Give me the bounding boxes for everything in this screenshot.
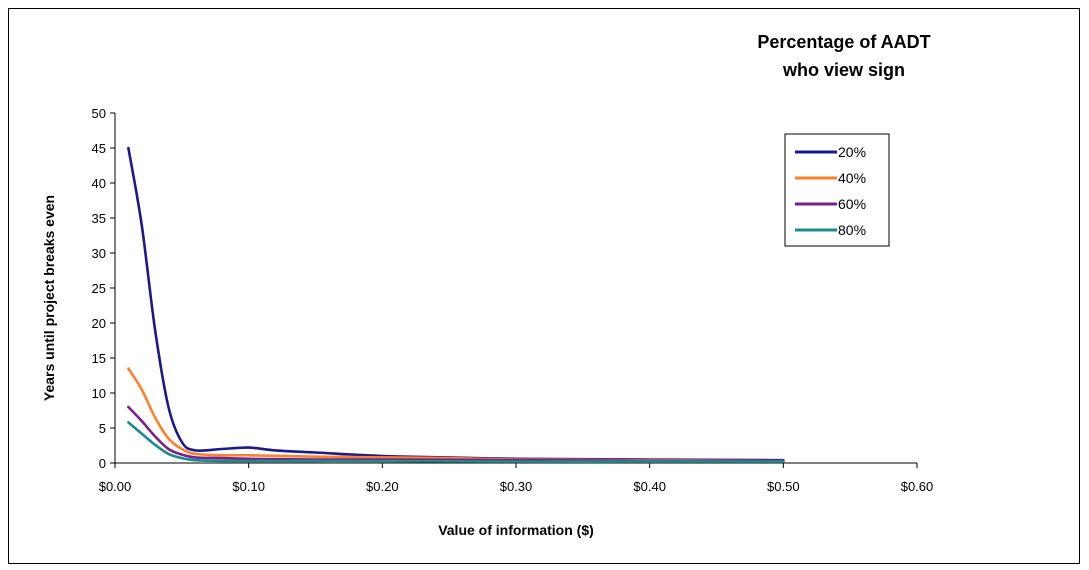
x-tick-label: $0.10 [232, 479, 265, 494]
legend-label: 60% [838, 196, 866, 212]
x-tick-label: $0.20 [366, 479, 399, 494]
axes: 0 5 10 15 20 25 30 35 40 45 50 $0.00 $0.10 $0.20 $0.30… [92, 106, 934, 494]
legend-title-line-1: Percentage of AADT [757, 32, 930, 52]
x-axis-title: Value of information ($) [438, 522, 594, 538]
y-tick-label: 5 [99, 421, 106, 436]
x-tick-label: $0.30 [500, 479, 533, 494]
y-tick-label: 50 [92, 106, 106, 121]
y-tick-label: 30 [92, 246, 106, 261]
x-tick-label: $0.50 [767, 479, 800, 494]
series-line-60pct [127, 405, 785, 463]
x-tick-label: $0.40 [633, 479, 666, 494]
series-line-40pct [127, 367, 785, 463]
y-tick-label: 0 [99, 456, 106, 471]
x-tick-label: $0.00 [99, 479, 132, 494]
x-tick-label: $0.60 [901, 479, 934, 494]
series-line-20pct [127, 146, 785, 462]
y-tick-label: 40 [92, 176, 106, 191]
y-tick-label: 25 [92, 281, 106, 296]
series-layer [127, 146, 785, 463]
y-axis-title: Years until project breaks even [41, 195, 57, 401]
y-tick-label: 35 [92, 211, 106, 226]
legend: 20% 40% 60% 80% [784, 133, 890, 247]
series-line-80pct [127, 421, 785, 463]
legend-label: 80% [838, 222, 866, 238]
y-tick-label: 45 [92, 141, 106, 156]
legend-title-line-2: who view sign [782, 60, 905, 80]
y-tick-label: 10 [92, 386, 106, 401]
chart-frame [8, 8, 1080, 564]
y-tick-label: 15 [92, 351, 106, 366]
y-tick-label: 20 [92, 316, 106, 331]
legend-label: 20% [838, 144, 866, 160]
legend-label: 40% [838, 170, 866, 186]
